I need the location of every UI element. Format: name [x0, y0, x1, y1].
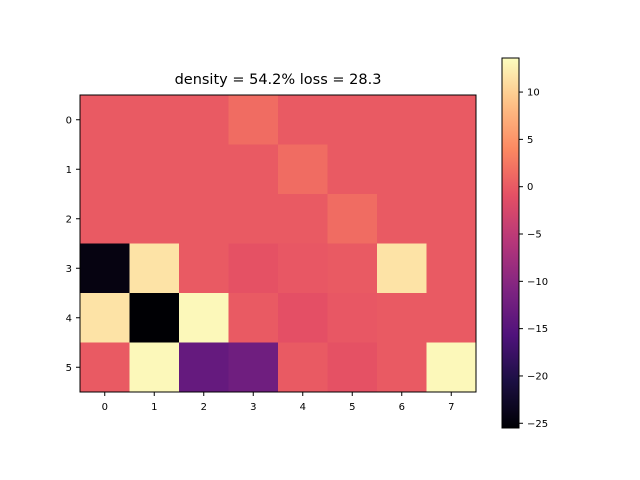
y-tick-label: 2	[66, 214, 72, 225]
heatmap-cell	[228, 95, 279, 145]
heatmap-cell	[129, 243, 180, 294]
heatmap-cell	[327, 95, 378, 145]
heatmap-cell	[228, 293, 279, 343]
heatmap-cell	[228, 144, 279, 195]
heatmap-cell	[377, 95, 427, 145]
y-tick-label: 0	[66, 115, 72, 126]
heatmap-cell	[129, 194, 180, 244]
heatmap-cell	[278, 95, 328, 145]
colorbar-tick-label: −10	[527, 277, 548, 288]
y-tick-label: 1	[66, 165, 72, 176]
heatmap-cell	[80, 144, 130, 195]
y-tick-label: 5	[66, 363, 72, 374]
y-tick-label: 3	[66, 264, 72, 275]
heatmap-cells	[80, 95, 477, 393]
colorbar-tick-label: −25	[527, 419, 548, 430]
heatmap-cell	[278, 144, 328, 195]
colorbar-tick-label: −20	[527, 371, 548, 382]
heatmap-cell	[179, 243, 229, 294]
heatmap-cell	[179, 194, 229, 244]
heatmap-cell	[80, 243, 130, 294]
heatmap-cell	[228, 243, 279, 294]
heatmap-cell	[129, 144, 180, 195]
x-tick-label: 2	[201, 402, 207, 413]
x-tick-label: 3	[250, 402, 256, 413]
heatmap-cell	[129, 95, 180, 145]
x-tick-label: 1	[151, 402, 157, 413]
y-tick-label: 4	[66, 313, 72, 324]
heatmap-cell	[426, 342, 477, 393]
heatmap-cell	[278, 293, 328, 343]
heatmap-cell	[179, 293, 229, 343]
x-tick-label: 0	[102, 402, 108, 413]
colorbar-tick-label: 0	[527, 182, 533, 193]
heatmap-cell	[129, 293, 180, 343]
heatmap-cell	[377, 293, 427, 343]
heatmap-cell	[426, 293, 477, 343]
heatmap-cell	[426, 243, 477, 294]
colorbar-tick-label: −5	[527, 230, 542, 241]
heatmap-cell	[179, 144, 229, 195]
x-tick-label: 6	[399, 402, 405, 413]
heatmap-cell	[129, 342, 180, 393]
heatmap-cell	[80, 342, 130, 393]
heatmap-cell	[377, 342, 427, 393]
heatmap-cell	[80, 293, 130, 343]
heatmap-cell	[80, 194, 130, 244]
heatmap-cell	[426, 144, 477, 195]
y-axis-ticks: 0 1 2 3 4 5	[66, 115, 80, 374]
heatmap-cell	[278, 342, 328, 393]
chart-title: density = 54.2% loss = 28.3	[175, 72, 382, 88]
heatmap-cell	[327, 194, 378, 244]
heatmap-cell	[179, 342, 229, 393]
x-axis-ticks: 0 1 2 3 4 5 6 7	[102, 392, 454, 413]
heatmap-cell	[377, 243, 427, 294]
colorbar-tick-label: 10	[527, 88, 540, 99]
heatmap-cell	[278, 243, 328, 294]
colorbar-ticks: 10 5 0 −5 −10 −15 −20 −25	[519, 88, 548, 430]
x-tick-label: 4	[300, 402, 306, 413]
heatmap-cell	[377, 194, 427, 244]
heatmap-cell	[179, 95, 229, 145]
heatmap-cell	[278, 194, 328, 244]
plot-frame	[79, 94, 477, 393]
heatmap-cell	[80, 95, 130, 145]
x-tick-label: 7	[448, 402, 454, 413]
x-tick-label: 5	[349, 402, 355, 413]
colorbar	[501, 57, 520, 429]
heatmap-cell	[228, 342, 279, 393]
heatmap-cell	[426, 194, 477, 244]
colorbar-tick-label: −15	[527, 324, 548, 335]
heatmap-cell	[327, 144, 378, 195]
colorbar-tick-label: 5	[527, 135, 533, 146]
heatmap-cell	[327, 293, 378, 343]
heatmap-cell	[426, 95, 477, 145]
heatmap-cell	[327, 342, 378, 393]
heatmap-cell	[327, 243, 378, 294]
heatmap-cell	[228, 194, 279, 244]
heatmap-cell	[377, 144, 427, 195]
